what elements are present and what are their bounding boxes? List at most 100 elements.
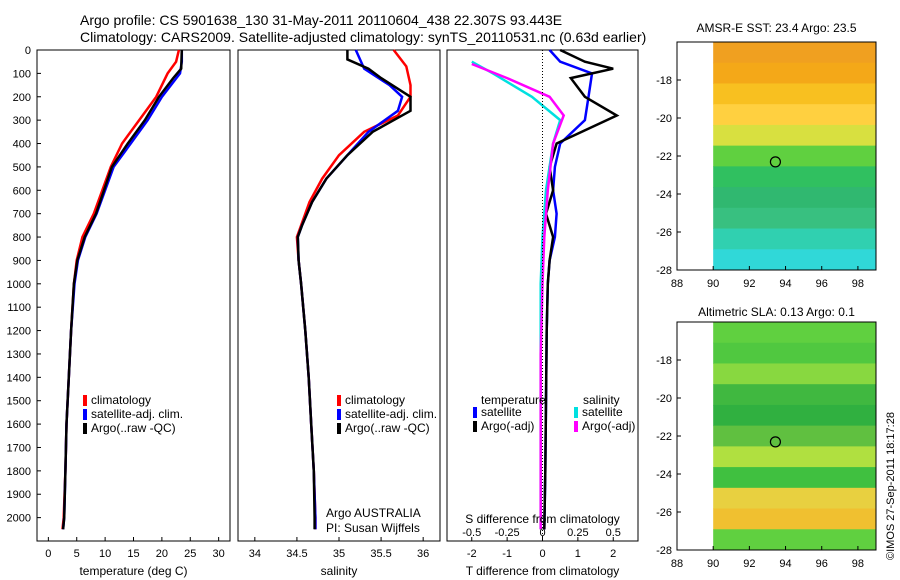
y-tick-label: -24 [656, 469, 672, 481]
y-tick-label: 100 [13, 68, 31, 80]
x-tick-label: 94 [779, 558, 791, 570]
legend-label: Argo(-adj) [481, 419, 534, 433]
legend-label: climatology [91, 393, 151, 407]
y-tick-label: 1000 [7, 279, 31, 291]
legend-label: satellite [582, 405, 623, 419]
x-axis-label: T difference from climatology [466, 564, 620, 578]
y-tick-label: 600 [13, 185, 31, 197]
timestamp-stamp: ©IMOS 27-Sep-2011 18:17:28 [885, 412, 897, 560]
x-tick-label: 35 [333, 548, 345, 560]
legend-swatch [83, 423, 87, 434]
x-tick-label: 36 [417, 548, 429, 560]
legend-swatch [83, 395, 87, 406]
heatmap-band [713, 104, 876, 126]
s-tick-label: 0.25 [567, 527, 588, 539]
heatmap-band [713, 363, 876, 385]
y-tick-label: -18 [656, 75, 672, 87]
heatmap-band [713, 342, 876, 364]
x-axis-label: salinity [321, 564, 358, 578]
legend-swatch [83, 409, 87, 420]
heatmap-band [713, 529, 876, 551]
y-tick-label: 1800 [7, 466, 31, 478]
x-tick-label: 88 [671, 558, 683, 570]
legend-title-salinity: salinity [583, 393, 620, 407]
series-line [543, 48, 620, 530]
legend-label: satellite-adj. clim. [91, 407, 183, 421]
heatmap-band [713, 425, 876, 447]
source-note: PI: Susan Wijffels [326, 521, 420, 535]
y-tick-label: -20 [656, 113, 672, 125]
heatmap-band [713, 42, 876, 64]
heatmap-band [713, 166, 876, 188]
y-tick-label: -26 [656, 227, 672, 239]
x-axis-label: temperature (deg C) [79, 564, 187, 578]
y-tick-label: 700 [13, 209, 31, 221]
x-tick-label: 34 [249, 548, 261, 560]
y-tick-label: -22 [656, 431, 672, 443]
title-line-2: Climatology: CARS2009. Satellite-adjuste… [80, 29, 647, 45]
heatmap-band [713, 62, 876, 84]
x-tick-label: 15 [127, 548, 139, 560]
heatmap-band [713, 467, 876, 489]
heatmap-band [713, 404, 876, 427]
heatmap-band [713, 83, 876, 105]
x-tick-label: 98 [852, 278, 864, 290]
x-tick-label: 94 [779, 278, 791, 290]
y-tick-label: -20 [656, 393, 672, 405]
x-tick-label: 92 [743, 558, 755, 570]
heatmap-band [713, 487, 876, 510]
y-tick-label: 1500 [7, 396, 31, 408]
title-line-1: Argo profile: CS 5901638_130 31-May-2011… [80, 12, 563, 28]
x-tick-label: 96 [816, 558, 828, 570]
s-tick-label: 0 [539, 527, 545, 539]
y-tick-label: -26 [656, 507, 672, 519]
argo-position-marker [769, 436, 782, 448]
x-tick-label: -1 [502, 548, 512, 560]
heatmap-band [713, 322, 876, 344]
heatmap-band [713, 207, 876, 230]
legend-title-temperature: temperature [481, 393, 546, 407]
y-tick-label: -28 [656, 545, 672, 557]
legend-label: Argo(-adj) [582, 419, 635, 433]
legend-swatch [473, 421, 477, 432]
y-tick-label: 400 [13, 139, 31, 151]
s-tick-label: 0.5 [606, 527, 621, 539]
series-line [296, 50, 412, 530]
x-tick-label: 98 [852, 558, 864, 570]
salinity-profile-frame [237, 49, 441, 542]
temperature-profile-frame [36, 49, 231, 542]
y-tick-label: 1900 [7, 489, 31, 501]
y-tick-label: 0 [25, 45, 31, 57]
y-tick-label: 1700 [7, 442, 31, 454]
x-tick-label: 34.5 [286, 548, 307, 560]
heatmap-band [713, 508, 876, 530]
series-line [471, 62, 566, 530]
x-tick-label: 30 [213, 548, 225, 560]
y-tick-label: 200 [13, 92, 31, 104]
heatmap-band [713, 145, 876, 167]
y-tick-label: 2000 [7, 513, 31, 525]
x-tick-label: 20 [156, 548, 168, 560]
x-tick-label: 0 [539, 548, 545, 560]
y-tick-label: -18 [656, 355, 672, 367]
legend-swatch [337, 409, 341, 420]
legend-swatch [337, 395, 341, 406]
x-tick-label: 96 [816, 278, 828, 290]
altimetric-sla-title: Altimetric SLA: 0.13 Argo: 0.1 [698, 305, 855, 319]
x-tick-label: 90 [707, 278, 719, 290]
argo-position-marker [769, 156, 782, 168]
heatmap-band [713, 124, 876, 147]
x-tick-label: 5 [74, 548, 80, 560]
heatmap-band [713, 446, 876, 468]
legend-label: satellite-adj. clim. [345, 407, 437, 421]
s-tick-label: -0.5 [462, 527, 481, 539]
x-tick-label: 90 [707, 558, 719, 570]
legend-swatch [473, 407, 477, 418]
amsr-e-sst-title: AMSR-E SST: 23.4 Argo: 23.5 [696, 21, 856, 35]
x-tick-label: 25 [184, 548, 196, 560]
y-tick-label: 800 [13, 232, 31, 244]
legend-label: satellite [481, 405, 522, 419]
legend-swatch [574, 421, 578, 432]
legend-swatch [574, 407, 578, 418]
